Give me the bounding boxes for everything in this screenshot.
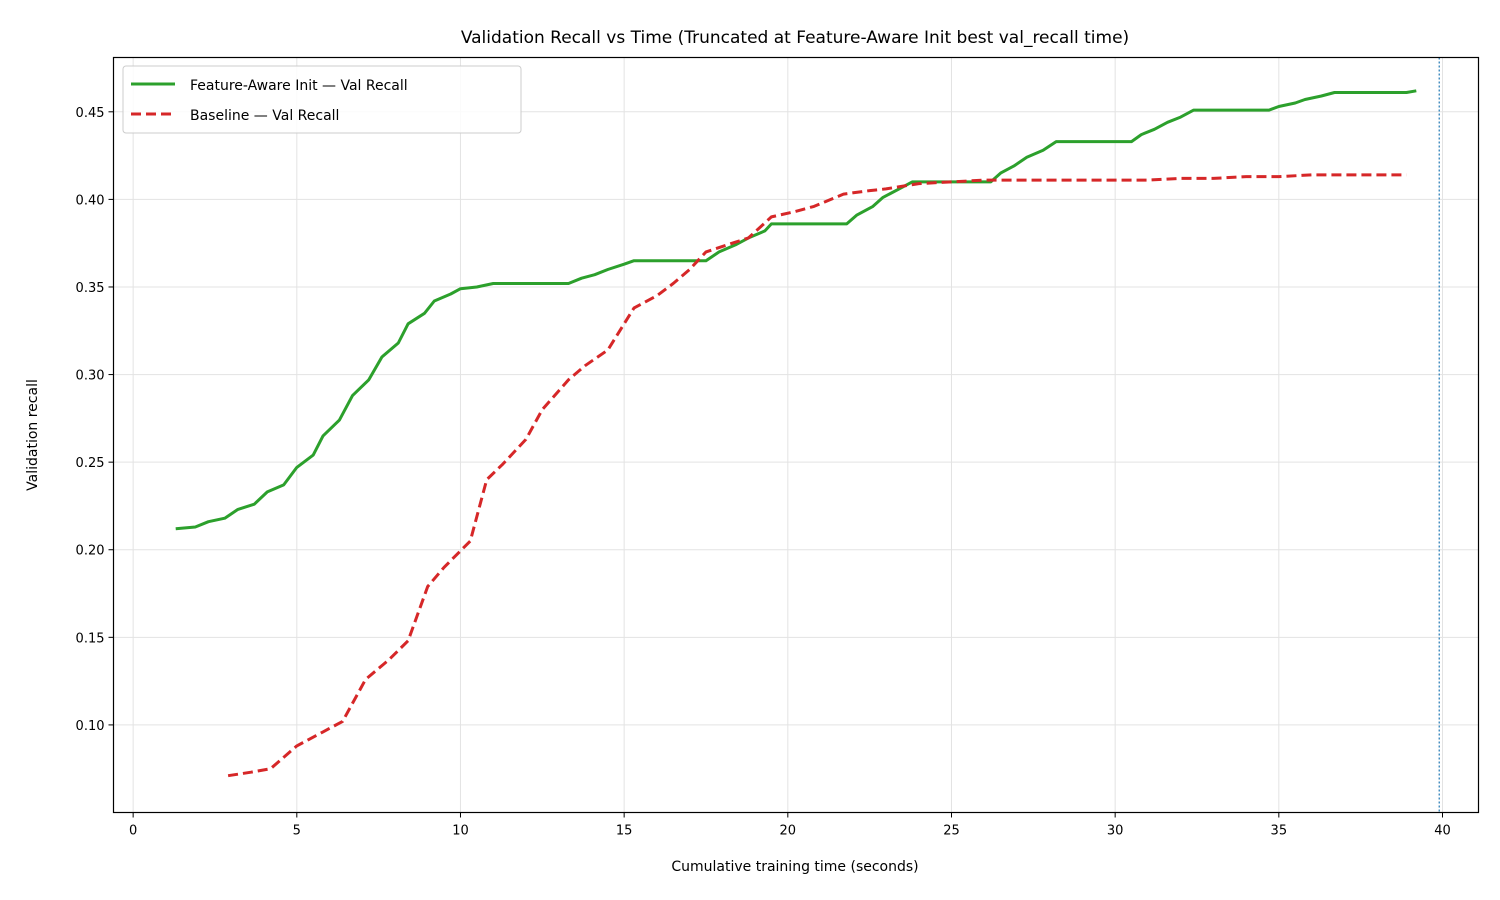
y-axis-title: Validation recall (25, 379, 41, 491)
y-tick-label: 0.15 (76, 631, 105, 646)
x-tick-label: 25 (943, 824, 960, 839)
x-tick-label: 20 (780, 824, 797, 839)
x-tick-label: 40 (1434, 824, 1451, 839)
x-tick-label: 15 (616, 824, 633, 839)
legend-label-feature-aware: Feature-Aware Init — Val Recall (190, 78, 408, 94)
y-tick-label: 0.45 (76, 106, 105, 121)
legend-label-baseline: Baseline — Val Recall (190, 108, 339, 124)
y-tick-label: 0.40 (76, 193, 105, 208)
plot-frame (112, 56, 1480, 814)
x-tick-label: 30 (1107, 824, 1124, 839)
grid (113, 57, 1479, 813)
y-tick-label: 0.35 (76, 281, 105, 296)
x-tick-label: 5 (293, 824, 301, 839)
legend: Feature-Aware Init — Val Recall Baseline… (122, 65, 522, 134)
x-tick-label: 10 (452, 824, 469, 839)
y-tick-label: 0.25 (76, 456, 105, 471)
x-tick-label: 0 (129, 824, 137, 839)
y-tick-label: 0.10 (76, 719, 105, 734)
series-line-baseline (227, 173, 1407, 778)
x-tick-label: 35 (1271, 824, 1288, 839)
series-lines (175, 57, 1440, 813)
x-axis-title: Cumulative training time (seconds) (671, 859, 918, 875)
chart-title: Validation Recall vs Time (Truncated at … (461, 28, 1129, 48)
series-line-feature-aware (175, 89, 1417, 531)
y-tick-label: 0.30 (76, 369, 105, 384)
legend-box (122, 65, 522, 134)
y-tick-label: 0.20 (76, 544, 105, 559)
axis-ticks: 0 5 10 15 20 25 30 35 40 0.10 0.15 0.20 0.25 0.30 0.35… (76, 106, 1451, 839)
